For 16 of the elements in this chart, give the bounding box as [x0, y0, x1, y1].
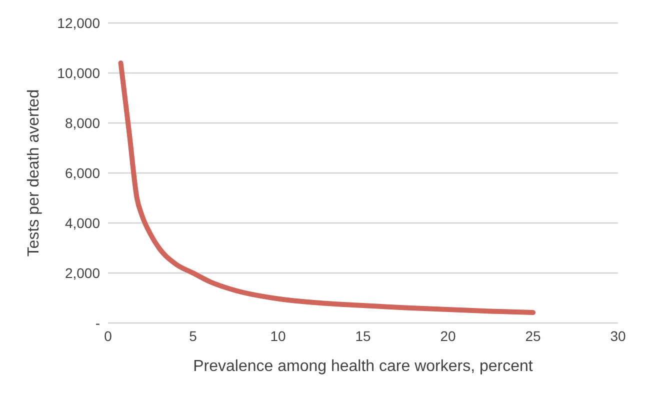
y-axis-title: Tests per death averted	[26, 89, 43, 257]
y-tick-label: 4,000	[64, 214, 100, 231]
x-tick-label: 5	[189, 328, 198, 344]
x-tick-label: 15	[355, 328, 371, 344]
x-tick-label: 0	[104, 328, 112, 344]
x-tick-label: 25	[525, 328, 541, 344]
y-tick-label: 10,000	[57, 64, 100, 81]
x-tick-label: 20	[440, 328, 456, 344]
y-tick-label: 8,000	[64, 114, 100, 131]
y-tick-label: 6,000	[64, 164, 100, 181]
y-tick-label: 2,000	[64, 264, 100, 281]
x-axis-title: Prevalence among health care workers, percent	[193, 358, 534, 375]
y-tick-label: 12,000	[57, 14, 100, 31]
x-tick-label: 10	[270, 328, 286, 344]
x-tick-label: 30	[610, 328, 626, 344]
y-tick-label: -	[95, 314, 100, 331]
